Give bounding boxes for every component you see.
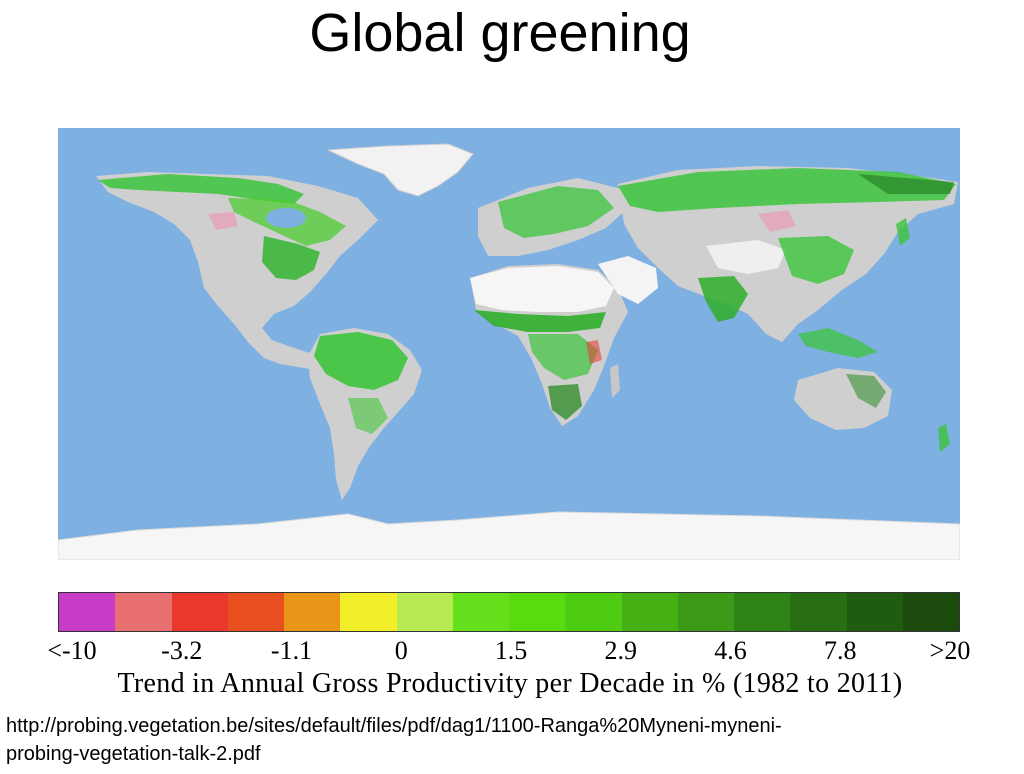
- colorbar-swatch: [621, 593, 678, 631]
- colorbar-tick-label: 0: [394, 636, 408, 665]
- colorbar-swatch: [902, 593, 959, 631]
- japan: [896, 218, 910, 246]
- decline-patch-asia: [758, 210, 796, 232]
- australia-green: [846, 374, 886, 408]
- colorbar-swatch: [340, 593, 397, 631]
- colorbar-swatch: [509, 593, 566, 631]
- new-zealand: [938, 424, 950, 452]
- colorbar-tick-label: 2.9: [604, 636, 638, 665]
- colorbar-swatch: [846, 593, 903, 631]
- south-africa-green: [548, 384, 582, 420]
- india-green: [698, 276, 748, 322]
- colorbar-swatch: [452, 593, 509, 631]
- asia-dark-green: [858, 174, 954, 194]
- sahara: [470, 266, 614, 312]
- sahel-green: [474, 310, 606, 332]
- source-citation: http://probing.vegetation.be/sites/defau…: [6, 712, 1006, 768]
- colorbar-swatch: [227, 593, 284, 631]
- greenland: [327, 143, 474, 197]
- amazon-green: [314, 332, 408, 390]
- colorbar-swatch: [59, 593, 116, 631]
- colorbar-label: Trend in Annual Gross Productivity per D…: [117, 668, 903, 699]
- decline-patch-africa: [586, 340, 602, 364]
- world-vegetation-map: [58, 128, 960, 560]
- world-map-svg: [58, 143, 960, 560]
- source-line-1: http://probing.vegetation.be/sites/defau…: [6, 715, 782, 737]
- hudson-bay: [266, 208, 306, 228]
- colorbar-tick-label: -1.1: [270, 636, 313, 665]
- colorbar-legend: [58, 592, 960, 632]
- colorbar-tick-label: 7.8: [824, 636, 857, 665]
- source-line-2: probing-vegetation-talk-2.pdf: [6, 743, 261, 765]
- colorbar-swatch: [734, 593, 791, 631]
- colorbar-tick-label: <-10: [47, 636, 97, 665]
- antarctica: [58, 511, 960, 560]
- colorbar-swatch: [284, 593, 341, 631]
- central-africa-green: [528, 334, 598, 380]
- colorbar-tick-label: 1.5: [494, 636, 528, 665]
- colorbar-swatch: [790, 593, 847, 631]
- colorbar-tick-label: 4.6: [714, 636, 747, 665]
- colorbar-swatch: [396, 593, 453, 631]
- colorbar-ticks: <-10 -3.2 -1.1 0 1.5 2.9 4.6 7.8 >20: [0, 636, 1024, 670]
- se-asia-islands: [798, 328, 878, 358]
- slide-title: Global greening: [309, 3, 691, 63]
- colorbar-tick-label: >20: [929, 636, 971, 665]
- tibet-plateau: [706, 240, 786, 274]
- china-green: [778, 236, 854, 284]
- north-america-green: [98, 174, 304, 204]
- colorbar-swatch: [677, 593, 734, 631]
- eastern-us-green: [262, 236, 320, 280]
- decline-patch-na: [208, 212, 238, 230]
- colorbar-swatch: [115, 593, 172, 631]
- colorbar-swatch: [171, 593, 228, 631]
- arabia: [598, 256, 658, 304]
- madagascar: [610, 364, 620, 398]
- colorbar-tick-label: -3.2: [161, 636, 203, 665]
- europe-green: [498, 186, 614, 238]
- colorbar-swatch: [565, 593, 622, 631]
- south-america-south-green: [348, 398, 388, 434]
